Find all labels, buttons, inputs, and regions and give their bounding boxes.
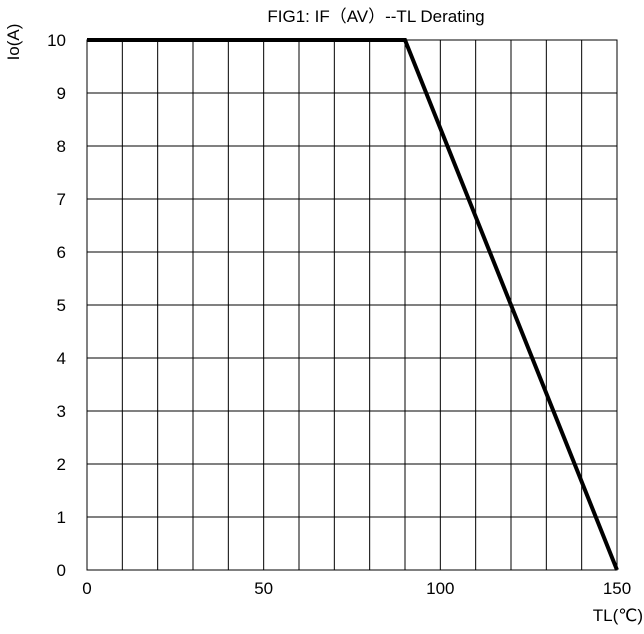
- y-tick-label: 0: [57, 561, 66, 580]
- x-tick-label: 0: [82, 579, 91, 598]
- chart-title: FIG1: IF（AV）--TL Derating: [267, 7, 484, 26]
- x-tick-label: 100: [426, 579, 454, 598]
- y-tick-label: 6: [57, 243, 66, 262]
- y-tick-label: 3: [57, 402, 66, 421]
- y-axis-label: Io(A): [4, 24, 23, 61]
- y-tick-label: 5: [57, 296, 66, 315]
- y-tick-label: 1: [57, 508, 66, 527]
- grid: [87, 40, 617, 570]
- y-tick-label: 7: [57, 190, 66, 209]
- y-tick-labels: 0 1 2 3 4 5 6 7 8 9 10: [47, 31, 66, 580]
- y-tick-label: 4: [57, 349, 66, 368]
- y-tick-label: 2: [57, 455, 66, 474]
- y-tick-label: 8: [57, 137, 66, 156]
- y-tick-label: 9: [57, 84, 66, 103]
- x-tick-labels: 0 50 100 150: [82, 579, 631, 598]
- derating-line: [87, 38, 619, 571]
- y-tick-label: 10: [47, 31, 66, 50]
- x-axis-label: TL(℃): [593, 606, 643, 625]
- x-tick-label: 150: [603, 579, 631, 598]
- series-group: [87, 38, 619, 571]
- x-tick-label: 50: [254, 579, 273, 598]
